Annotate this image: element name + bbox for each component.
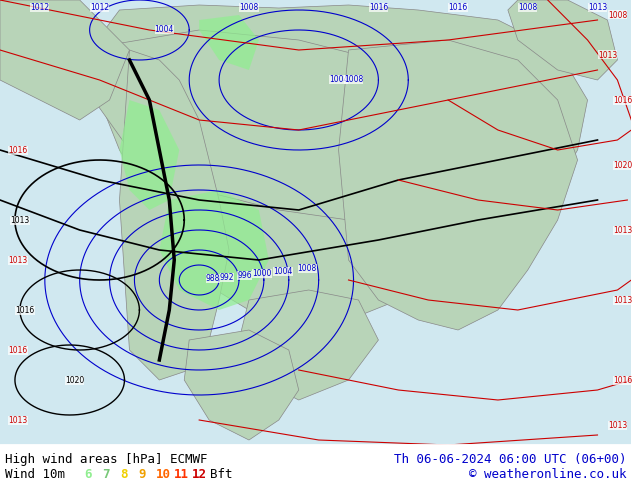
Text: 8: 8 bbox=[120, 468, 128, 481]
Text: 1008: 1008 bbox=[239, 3, 259, 13]
Text: 1004: 1004 bbox=[329, 75, 348, 84]
Polygon shape bbox=[0, 0, 129, 120]
Text: 1008: 1008 bbox=[518, 3, 538, 13]
Text: 1013: 1013 bbox=[598, 50, 617, 59]
Text: 1013: 1013 bbox=[8, 416, 27, 424]
Text: 1008: 1008 bbox=[344, 75, 363, 84]
Polygon shape bbox=[119, 100, 179, 210]
Text: 1012: 1012 bbox=[90, 3, 109, 13]
Text: © weatheronline.co.uk: © weatheronline.co.uk bbox=[469, 468, 626, 481]
Polygon shape bbox=[199, 15, 259, 70]
Text: 11: 11 bbox=[174, 468, 190, 481]
Text: 1008: 1008 bbox=[608, 10, 627, 20]
Text: Bft: Bft bbox=[210, 468, 233, 481]
Text: 1008: 1008 bbox=[297, 264, 317, 273]
Text: 1013: 1013 bbox=[608, 420, 627, 430]
Text: 1016: 1016 bbox=[15, 305, 34, 315]
Text: 1016: 1016 bbox=[448, 3, 468, 13]
Polygon shape bbox=[89, 5, 588, 330]
Text: Wind 10m: Wind 10m bbox=[5, 468, 65, 481]
Text: 1013: 1013 bbox=[613, 295, 632, 304]
Text: 9: 9 bbox=[138, 468, 146, 481]
Text: 1013: 1013 bbox=[588, 3, 607, 13]
Text: 1000: 1000 bbox=[252, 269, 271, 277]
Text: 1013: 1013 bbox=[10, 216, 30, 224]
Text: 1013: 1013 bbox=[613, 225, 632, 235]
Text: 1012: 1012 bbox=[30, 3, 49, 13]
Text: 1004: 1004 bbox=[273, 267, 292, 275]
Polygon shape bbox=[80, 30, 448, 220]
Polygon shape bbox=[339, 40, 578, 330]
Text: Th 06-06-2024 06:00 UTC (06+00): Th 06-06-2024 06:00 UTC (06+00) bbox=[394, 453, 626, 466]
Text: 1004: 1004 bbox=[155, 25, 174, 34]
Text: 1016: 1016 bbox=[369, 3, 388, 13]
Text: High wind areas [hPa] ECMWF: High wind areas [hPa] ECMWF bbox=[5, 453, 207, 466]
Text: 7: 7 bbox=[103, 468, 110, 481]
Text: 1016: 1016 bbox=[8, 146, 27, 154]
Text: 6: 6 bbox=[85, 468, 92, 481]
Text: 1020: 1020 bbox=[613, 161, 632, 170]
Text: 996: 996 bbox=[237, 270, 252, 279]
Polygon shape bbox=[159, 190, 269, 310]
Polygon shape bbox=[239, 290, 378, 400]
Text: 1016: 1016 bbox=[8, 345, 27, 354]
Text: 1016: 1016 bbox=[613, 96, 632, 104]
Bar bbox=[0, 445, 631, 490]
Text: 1020: 1020 bbox=[65, 375, 84, 385]
Text: 10: 10 bbox=[157, 468, 171, 481]
Text: 992: 992 bbox=[220, 272, 235, 281]
Text: 1016: 1016 bbox=[613, 375, 632, 385]
Polygon shape bbox=[508, 0, 618, 80]
Text: 12: 12 bbox=[192, 468, 207, 481]
Text: 988: 988 bbox=[206, 274, 220, 283]
Text: 1013: 1013 bbox=[8, 255, 27, 265]
Polygon shape bbox=[184, 330, 299, 440]
Polygon shape bbox=[119, 50, 229, 380]
